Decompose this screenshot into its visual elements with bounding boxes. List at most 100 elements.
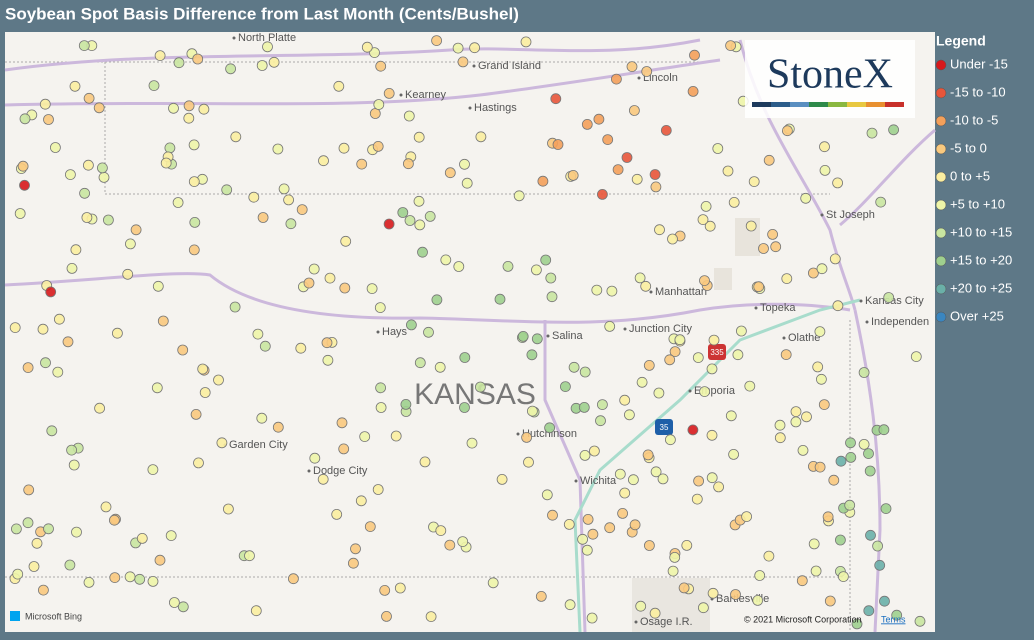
point — [124, 238, 136, 250]
point — [379, 585, 391, 596]
point — [474, 381, 486, 393]
point — [339, 282, 351, 294]
point — [43, 523, 54, 535]
legend-swatch — [935, 115, 947, 127]
point — [259, 340, 271, 352]
point — [774, 419, 786, 431]
point — [707, 587, 719, 599]
point — [83, 92, 95, 104]
point — [526, 349, 538, 361]
logo-stripe — [828, 102, 847, 107]
point — [216, 437, 228, 449]
point — [851, 618, 863, 630]
point — [520, 36, 532, 48]
point — [417, 246, 428, 258]
point — [624, 409, 635, 421]
point — [708, 334, 720, 346]
place-dot — [649, 290, 653, 294]
logo-stripe — [809, 102, 828, 107]
roads — [4, 38, 936, 633]
points — [9, 35, 926, 630]
terms-link[interactable]: Terms — [881, 614, 906, 624]
point — [858, 367, 870, 378]
point — [303, 277, 315, 289]
legend-swatch — [935, 171, 947, 183]
point — [122, 268, 134, 280]
point — [838, 571, 849, 582]
legend-swatch — [935, 227, 947, 239]
point — [356, 158, 368, 170]
point — [423, 326, 434, 338]
point — [883, 292, 895, 303]
place-dot — [376, 330, 380, 334]
point — [147, 464, 159, 476]
point — [322, 354, 334, 366]
point — [864, 465, 876, 477]
point — [687, 86, 699, 97]
point — [736, 325, 747, 337]
point — [403, 110, 415, 122]
point — [604, 320, 616, 332]
point — [183, 100, 195, 112]
point — [66, 262, 78, 274]
point — [531, 264, 542, 276]
point — [744, 380, 756, 392]
point — [152, 280, 164, 292]
place-label: Salina — [552, 330, 583, 342]
place-dot — [546, 334, 550, 338]
place-dot — [688, 389, 692, 393]
point — [602, 134, 614, 146]
point — [154, 50, 166, 61]
highway-shields: 335 35 — [655, 344, 726, 435]
point — [653, 387, 665, 399]
point — [699, 386, 710, 398]
point — [54, 313, 65, 325]
legend: Under -15 -15 to -10 -10 to -5 -5 to 0 0 to … — [935, 56, 1012, 323]
shield-label: 335 — [710, 348, 724, 357]
point — [413, 131, 425, 143]
point — [177, 344, 189, 356]
logo-stripe — [790, 102, 809, 107]
point — [355, 495, 367, 507]
point — [612, 164, 624, 176]
point — [124, 571, 136, 583]
point — [545, 272, 557, 284]
provider: Microsoft Bing — [25, 611, 82, 621]
point — [669, 346, 681, 358]
point — [109, 572, 121, 583]
place-label: Garden City — [229, 439, 288, 451]
point — [414, 357, 426, 369]
point — [790, 416, 802, 428]
point — [22, 362, 34, 374]
place-dot — [637, 76, 641, 80]
point — [62, 336, 74, 348]
point — [564, 599, 576, 611]
point — [824, 595, 836, 607]
point — [147, 576, 159, 587]
point — [444, 539, 456, 551]
point — [816, 373, 827, 385]
place-dot — [623, 327, 627, 331]
place-dot — [754, 306, 758, 310]
point — [546, 291, 558, 303]
point — [725, 40, 736, 51]
point — [537, 175, 549, 187]
place-dot — [820, 213, 824, 217]
point — [317, 473, 329, 485]
point — [586, 612, 598, 624]
legend-swatch — [935, 311, 947, 323]
place-label: Hastings — [474, 102, 517, 114]
point — [278, 183, 290, 195]
place-label: St Joseph — [826, 209, 875, 221]
point — [28, 561, 40, 572]
point — [369, 47, 380, 58]
point — [222, 503, 234, 515]
point — [597, 399, 608, 411]
point — [283, 194, 295, 206]
point — [829, 253, 841, 265]
point — [692, 352, 704, 364]
point — [577, 533, 588, 545]
point — [650, 181, 662, 193]
place-dot — [859, 299, 863, 303]
point — [475, 131, 487, 143]
